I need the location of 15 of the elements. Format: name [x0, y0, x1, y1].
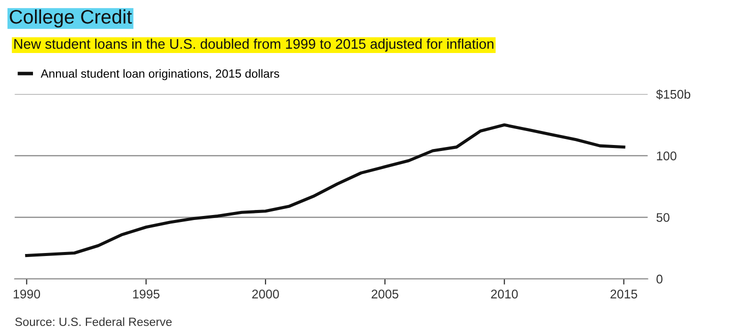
x-tick-label: 2005 [372, 290, 398, 298]
y-tick-label: 0 [656, 274, 662, 284]
legend-label: Annual student loan originations, 2015 dollars [40, 69, 280, 80]
x-tick-label: 1990 [14, 290, 40, 298]
x-tick-label: 1995 [133, 290, 160, 298]
source-note: Source: U.S. Federal Reserve [15, 317, 172, 326]
x-tick-label: 2010 [491, 290, 518, 298]
chart-title: College Credit [10, 9, 132, 28]
x-tick-label: 2000 [252, 290, 279, 298]
chart-subtitle: New student loans in the U.S. doubled from 1999 to 2015 adjusted for inflation [14, 38, 494, 52]
y-tick-label: 100 [656, 151, 676, 160]
y-tick-label: $150b [656, 89, 690, 100]
line-series [25, 123, 626, 257]
y-tick-label: 50 [656, 213, 670, 222]
x-tick-label: 2015 [610, 290, 638, 298]
